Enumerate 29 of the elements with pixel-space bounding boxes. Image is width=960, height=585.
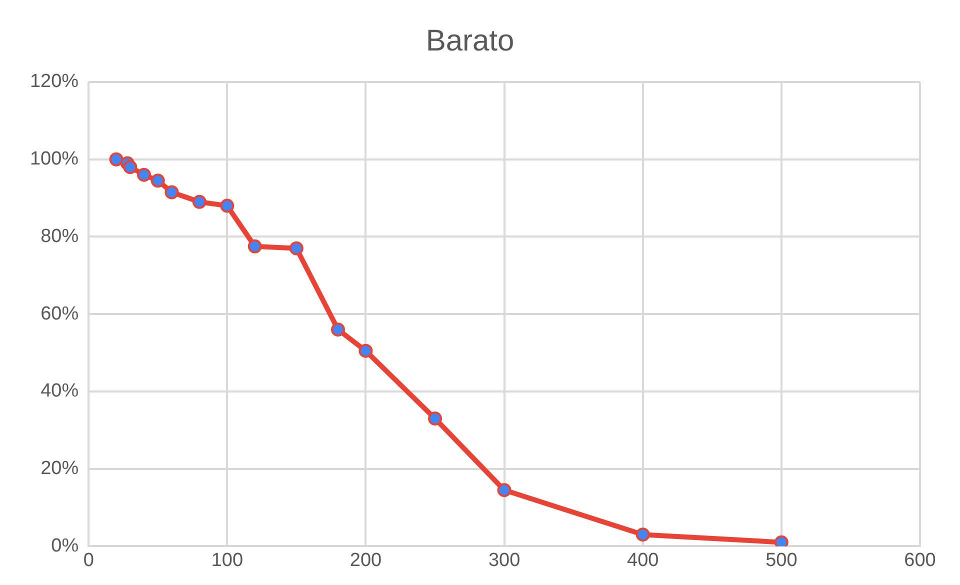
point bbox=[248, 239, 262, 254]
point bbox=[636, 528, 650, 542]
point bbox=[289, 241, 304, 256]
y-tick-label: 60% bbox=[40, 303, 79, 324]
y-tick-label: 40% bbox=[40, 380, 79, 402]
x-tick-label: 200 bbox=[350, 550, 382, 571]
point bbox=[164, 185, 179, 200]
y-tick-label: 80% bbox=[40, 226, 79, 247]
point bbox=[109, 152, 124, 166]
point bbox=[331, 322, 346, 337]
y-tick-label: 100% bbox=[30, 148, 79, 170]
y-tick-label: 0% bbox=[51, 535, 79, 556]
y-tick-label: 20% bbox=[40, 458, 79, 480]
x-tick-label: 100 bbox=[211, 550, 244, 571]
y-tick-label: 120% bbox=[30, 71, 79, 92]
point bbox=[358, 344, 373, 358]
x-tick-label: 0 bbox=[83, 550, 94, 571]
x-tick-label: 300 bbox=[488, 550, 520, 571]
chart-title: Barato bbox=[426, 24, 514, 58]
point bbox=[497, 483, 512, 498]
point bbox=[150, 174, 165, 188]
point bbox=[123, 160, 138, 174]
x-tick-label: 500 bbox=[766, 550, 798, 571]
x-tick-label: 400 bbox=[627, 550, 659, 571]
point bbox=[192, 194, 206, 209]
point bbox=[428, 412, 442, 426]
x-tick-label: 600 bbox=[904, 550, 936, 571]
point bbox=[220, 198, 234, 213]
point bbox=[137, 168, 152, 182]
